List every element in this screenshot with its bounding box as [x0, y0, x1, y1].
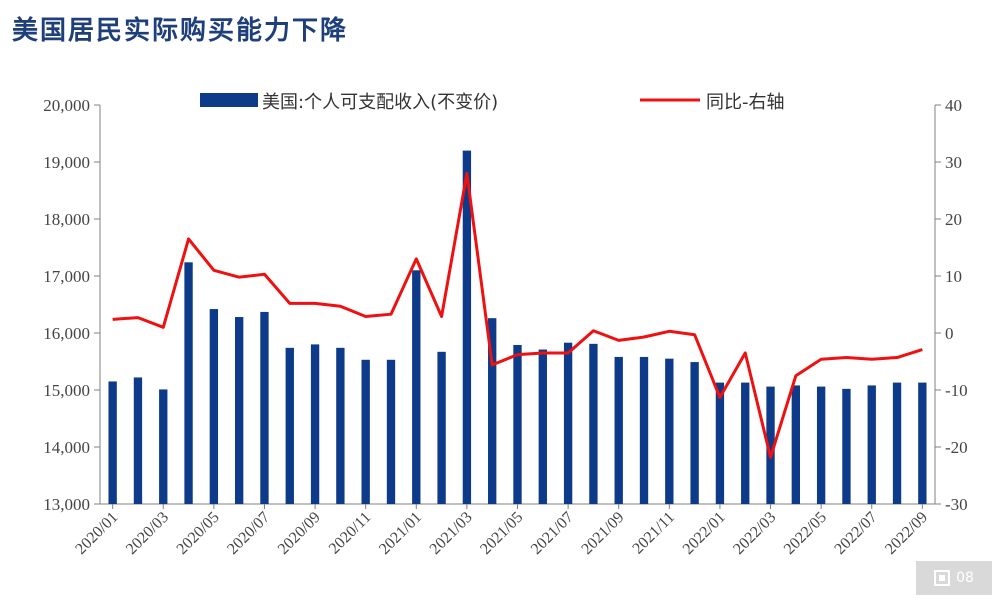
page-number: 08: [956, 570, 974, 586]
bar-2021/10: [639, 356, 649, 504]
x-tick-label: 2022/09: [882, 509, 931, 558]
bar-2020/08: [285, 347, 294, 504]
bar-2022/02: [741, 382, 750, 504]
left-tick-label: 14,000: [43, 438, 90, 457]
page-number-icon: [934, 570, 951, 586]
line-series: [112, 171, 923, 459]
bar-2020/04: [184, 262, 193, 504]
left-tick-label: 15,000: [43, 381, 90, 400]
page-title: 美国居民实际购买能力下降: [12, 16, 349, 46]
legend-line-label: 同比-右轴: [706, 92, 785, 113]
bar-2020/10: [336, 347, 345, 504]
legend: 美国:个人可支配收入(不变价) 同比-右轴: [200, 92, 785, 113]
left-tick-label: 19,000: [43, 153, 90, 172]
left-tick-label: 16,000: [43, 324, 90, 343]
bar-2020/12: [386, 359, 396, 504]
bar-2020/05: [209, 309, 219, 504]
bar-2021/08: [589, 343, 598, 504]
x-tick-label: 2020/09: [275, 509, 324, 558]
x-tick-label: 2022/01: [680, 509, 729, 558]
bar-2022/01: [715, 382, 725, 504]
x-tick-label: 2021/05: [477, 509, 526, 558]
bar-2021/01: [412, 270, 421, 504]
x-tick-label: 2021/03: [427, 509, 476, 558]
bar-2021/12: [690, 362, 699, 504]
x-tick-label: 2021/11: [629, 509, 678, 558]
x-tick-label: 2022/07: [831, 509, 880, 558]
right-tick-label: -20: [945, 438, 968, 457]
right-tick-label: 20: [945, 210, 962, 229]
bar-2022/03: [766, 386, 775, 504]
bar-2020/01: [108, 381, 117, 504]
x-tick-label: 2020/11: [326, 509, 375, 558]
bar-2020/03: [159, 389, 168, 504]
bar-2020/07: [260, 311, 269, 504]
left-tick-label: 17,000: [43, 267, 90, 286]
x-tick-label: 2020/07: [224, 509, 273, 558]
legend-bar-swatch: [200, 93, 258, 107]
x-tick-label: 2020/05: [174, 509, 223, 558]
left-tick-label: 13,000: [43, 495, 90, 514]
bar-2022/08: [892, 382, 902, 504]
bar-2021/09: [614, 356, 623, 504]
bar-2020/02: [133, 377, 143, 504]
bar-2021/02: [437, 351, 446, 504]
left-tick-label: 18,000: [43, 210, 90, 229]
bar-2021/04: [488, 318, 497, 504]
bar-2020/06: [234, 317, 244, 504]
right-tick-label: 0: [945, 324, 954, 343]
legend-bar-label: 美国:个人可支配收入(不变价): [262, 92, 498, 113]
page-badge: 08: [916, 561, 992, 595]
bar-2022/04: [791, 385, 801, 504]
right-tick-label: 40: [945, 96, 962, 115]
x-tick-label: 2021/07: [528, 509, 577, 558]
axes: 13,000 14,000 15,000 16,000 17,000 18,000 19,0…: [43, 96, 967, 558]
x-tick-label: 2020/03: [123, 509, 172, 558]
left-tick-label: 20,000: [43, 96, 90, 115]
bar-2020/09: [310, 344, 320, 504]
x-tick-label: 2021/09: [578, 509, 627, 558]
x-tick-label: 2022/03: [730, 509, 779, 558]
right-tick-label: -30: [945, 495, 968, 514]
right-tick-label: 10: [945, 267, 962, 286]
bar-2021/11: [665, 358, 674, 504]
bar-2020/11: [361, 359, 370, 504]
x-tick-label: 2020/01: [72, 509, 121, 558]
bar-2022/05: [816, 386, 826, 504]
bar-2021/05: [513, 344, 522, 504]
bar-2021/03: [462, 150, 472, 504]
bar-2021/06: [538, 349, 547, 504]
x-tick-label: 2022/05: [781, 509, 830, 558]
right-tick-label: 30: [945, 153, 962, 172]
bar-2021/07: [563, 342, 573, 504]
bar-series: [108, 150, 927, 504]
bar-2022/06: [842, 388, 851, 504]
x-tick-label: 2021/01: [376, 509, 425, 558]
bar-2022/09: [918, 382, 927, 504]
right-tick-label: -10: [945, 381, 968, 400]
bar-2022/07: [867, 385, 876, 504]
